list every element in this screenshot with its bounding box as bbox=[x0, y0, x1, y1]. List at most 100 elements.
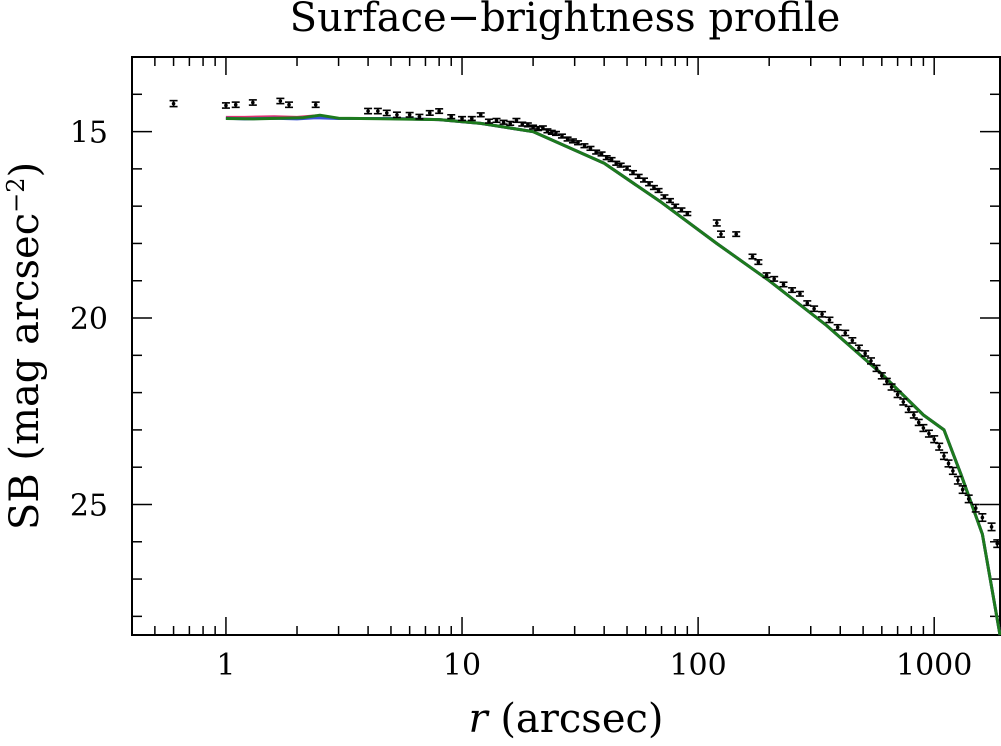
data-point bbox=[560, 134, 564, 138]
data-point bbox=[636, 174, 641, 179]
data-point bbox=[520, 122, 525, 126]
data-points bbox=[169, 97, 1001, 549]
data-point bbox=[594, 150, 598, 154]
data-point bbox=[460, 116, 464, 121]
data-point bbox=[946, 461, 951, 466]
data-point bbox=[673, 204, 678, 208]
data-point bbox=[526, 123, 530, 127]
data-point bbox=[820, 312, 824, 317]
data-point bbox=[287, 102, 291, 107]
x-axis-label-symbol: r bbox=[468, 696, 490, 742]
data-point bbox=[618, 163, 623, 167]
data-point bbox=[313, 102, 318, 107]
model-line-3 bbox=[225, 113, 1001, 636]
data-point bbox=[531, 125, 535, 129]
data-point bbox=[960, 487, 965, 492]
data-point bbox=[916, 420, 921, 425]
data-point bbox=[571, 139, 575, 143]
data-point bbox=[599, 152, 604, 156]
data-point bbox=[719, 232, 723, 236]
data-point bbox=[609, 157, 614, 162]
data-point bbox=[734, 232, 739, 236]
data-point bbox=[812, 306, 816, 311]
data-point bbox=[889, 385, 894, 389]
data-point bbox=[942, 454, 946, 458]
data-point bbox=[880, 374, 884, 378]
data-point bbox=[906, 407, 911, 412]
data-point bbox=[427, 111, 432, 115]
data-point bbox=[756, 260, 761, 264]
x-tick-label: 1000 bbox=[896, 648, 972, 683]
data-point bbox=[656, 188, 661, 193]
x-tick-label: 10 bbox=[443, 648, 481, 683]
data-point bbox=[487, 119, 491, 123]
data-point bbox=[171, 101, 176, 106]
x-axis-ticks: 1 10 100 1000 bbox=[216, 57, 972, 683]
data-point bbox=[901, 400, 906, 404]
data-point bbox=[932, 437, 936, 442]
y-axis-label-close: ) bbox=[2, 162, 48, 178]
data-point bbox=[956, 478, 960, 483]
data-point bbox=[966, 497, 971, 501]
data-point bbox=[565, 137, 570, 141]
data-point bbox=[980, 515, 985, 520]
data-point bbox=[951, 469, 955, 473]
data-point bbox=[790, 288, 794, 292]
data-point bbox=[278, 99, 283, 103]
data-point bbox=[843, 331, 848, 335]
y-tick-label: 25 bbox=[70, 488, 108, 523]
x-tick-label: 100 bbox=[669, 648, 726, 683]
y-axis-label-exponent: −2 bbox=[2, 178, 30, 213]
data-point bbox=[874, 366, 879, 371]
data-point bbox=[798, 291, 802, 296]
x-tick-label: 1 bbox=[216, 648, 235, 683]
data-point bbox=[614, 161, 619, 166]
data-point bbox=[407, 113, 412, 117]
data-point bbox=[895, 392, 900, 397]
data-point bbox=[478, 113, 483, 117]
y-axis-label: SB (mag arcsec−2) bbox=[2, 162, 48, 530]
model-curves bbox=[225, 113, 1001, 636]
data-point bbox=[668, 198, 672, 203]
data-point bbox=[642, 178, 646, 182]
data-point bbox=[989, 525, 994, 529]
data-point bbox=[973, 506, 978, 511]
data-point bbox=[384, 111, 389, 115]
data-point bbox=[647, 181, 651, 186]
data-point bbox=[850, 338, 855, 343]
data-point bbox=[750, 254, 755, 259]
data-point bbox=[995, 541, 1000, 546]
data-point bbox=[921, 426, 926, 430]
data-point bbox=[764, 273, 769, 277]
data-point bbox=[366, 109, 370, 113]
data-point bbox=[554, 131, 558, 136]
data-point bbox=[679, 208, 684, 212]
data-point bbox=[251, 100, 255, 105]
data-point bbox=[835, 325, 840, 330]
data-point bbox=[937, 444, 941, 449]
data-point bbox=[912, 413, 916, 417]
data-point bbox=[927, 431, 931, 436]
data-point bbox=[857, 346, 861, 350]
data-point bbox=[582, 143, 587, 148]
y-tick-label: 15 bbox=[70, 116, 108, 151]
data-point bbox=[224, 103, 228, 108]
data-point bbox=[395, 113, 399, 117]
data-point bbox=[604, 155, 609, 160]
x-axis-label: r (arcsec) bbox=[468, 696, 663, 742]
data-point bbox=[685, 211, 690, 216]
data-point bbox=[625, 166, 629, 170]
data-point bbox=[576, 140, 580, 145]
data-point bbox=[781, 282, 786, 287]
data-point bbox=[508, 121, 513, 126]
data-point bbox=[588, 146, 593, 151]
data-point bbox=[449, 114, 454, 119]
y-axis-ticks: 15 20 25 bbox=[70, 116, 1000, 523]
x-axis-label-unit: (arcsec) bbox=[488, 696, 664, 742]
data-point bbox=[715, 221, 719, 225]
data-point bbox=[631, 170, 635, 175]
minor-ticks bbox=[131, 56, 1000, 635]
data-point bbox=[772, 277, 776, 281]
data-point bbox=[827, 318, 832, 322]
